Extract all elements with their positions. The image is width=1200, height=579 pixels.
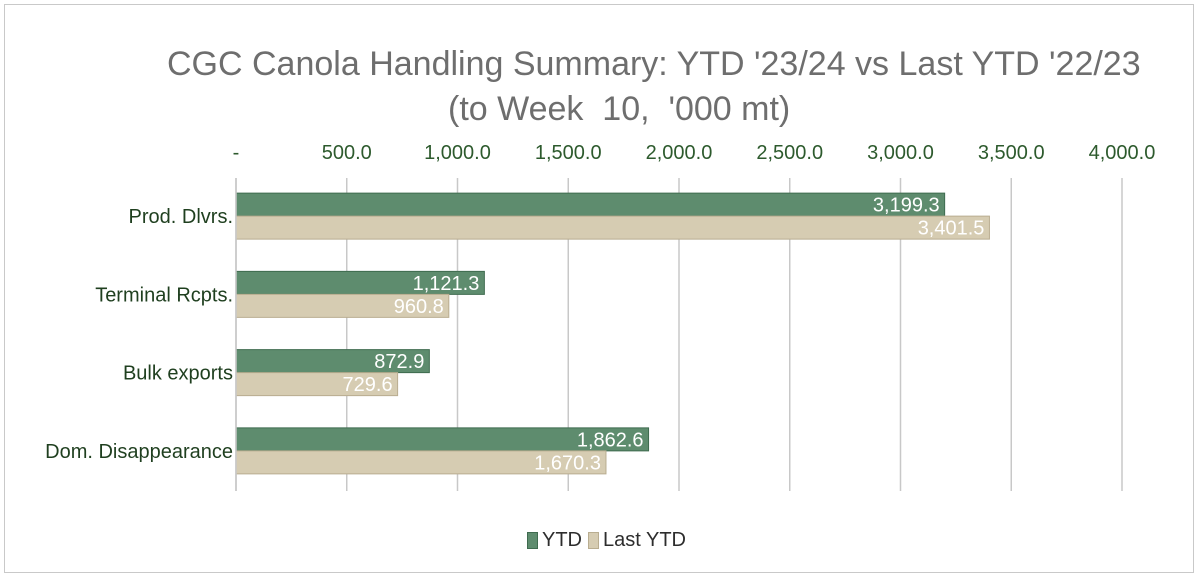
data-label: 872.9: [374, 351, 424, 373]
x-tick-label: 1,500.0: [535, 142, 602, 164]
bar-ytd: [235, 192, 946, 217]
legend-item-ytd: YTD: [527, 529, 582, 552]
data-label: 960.8: [394, 296, 444, 318]
data-label: 1,862.6: [577, 429, 644, 451]
legend-item-last-ytd: Last YTD: [588, 529, 686, 552]
category-label: Dom. Disappearance: [45, 441, 233, 463]
x-tick-label: 1,000.0: [424, 142, 491, 164]
legend: YTD Last YTD: [527, 529, 692, 552]
data-label: 1,121.3: [413, 273, 480, 295]
x-tick-label: 500.0: [322, 142, 372, 164]
legend-swatch-last-ytd: [588, 532, 599, 549]
x-tick-label: 2,000.0: [646, 142, 713, 164]
data-label: 1,670.3: [534, 452, 601, 474]
data-label: 729.6: [343, 374, 393, 396]
x-tick-label: -: [233, 142, 240, 164]
legend-label-ytd: YTD: [542, 529, 582, 551]
x-tick-label: 3,000.0: [867, 142, 934, 164]
legend-swatch-ytd: [527, 532, 538, 549]
chart-subtitle: (to Week 10, '000 mt): [448, 90, 791, 128]
category-label: Prod. Dlvrs.: [129, 206, 233, 228]
chart-plot: - 500.0 1,000.0 1,500.0 2,000.0 2,500.0 3,000.…: [45, 142, 1156, 491]
data-label: 3,199.3: [873, 195, 940, 217]
x-tick-label: 2,500.0: [756, 142, 823, 164]
bar-last-ytd: [235, 215, 990, 240]
data-label: 3,401.5: [918, 218, 985, 240]
category-label: Terminal Rcpts.: [95, 284, 233, 306]
legend-label-last-ytd: Last YTD: [603, 529, 686, 551]
x-tick-label: 3,500.0: [978, 142, 1045, 164]
chart-title: CGC Canola Handling Summary: YTD '23/24 …: [167, 45, 1141, 83]
chart-frame: CGC Canola Handling Summary: YTD '23/24 …: [4, 4, 1194, 573]
x-tick-label: 4,000.0: [1089, 142, 1156, 164]
category-label: Bulk exports: [123, 363, 233, 385]
